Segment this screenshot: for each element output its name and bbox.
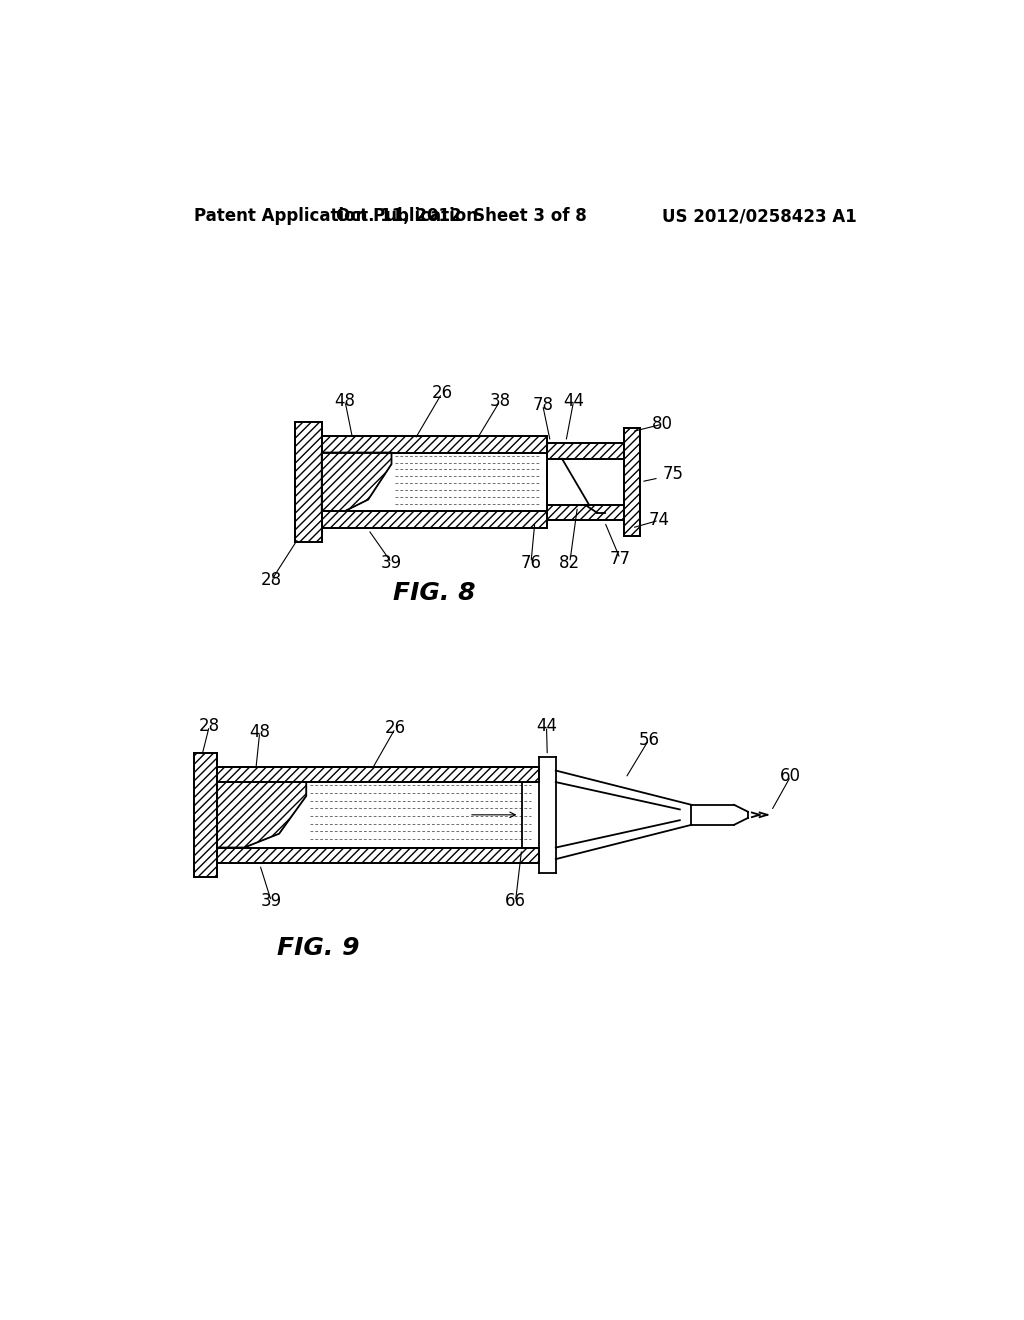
Text: Patent Application Publication: Patent Application Publication	[194, 207, 478, 226]
Text: FIG. 8: FIG. 8	[393, 581, 475, 606]
Text: US 2012/0258423 A1: US 2012/0258423 A1	[662, 207, 856, 226]
Bar	[322, 436, 547, 453]
Text: 56: 56	[638, 731, 659, 748]
Bar	[217, 847, 539, 863]
Text: Oct. 11, 2012  Sheet 3 of 8: Oct. 11, 2012 Sheet 3 of 8	[336, 207, 587, 226]
Bar	[547, 444, 624, 459]
Text: 28: 28	[261, 572, 282, 589]
Text: 44: 44	[563, 392, 584, 411]
Text: 75: 75	[663, 465, 684, 483]
Text: 78: 78	[532, 396, 553, 413]
Text: 44: 44	[536, 717, 557, 735]
Bar	[624, 428, 640, 536]
Text: 82: 82	[559, 553, 581, 572]
Text: 48: 48	[249, 723, 270, 741]
Text: 76: 76	[520, 553, 542, 572]
Polygon shape	[217, 781, 306, 847]
Text: 39: 39	[381, 553, 402, 572]
Text: 48: 48	[335, 392, 355, 411]
Text: 39: 39	[261, 892, 282, 911]
Bar	[322, 511, 547, 528]
Polygon shape	[322, 453, 391, 511]
Text: 26: 26	[431, 384, 453, 403]
Text: 60: 60	[780, 767, 801, 785]
Text: 28: 28	[199, 717, 220, 735]
Bar	[194, 752, 217, 876]
Bar	[547, 506, 624, 520]
Bar	[217, 767, 539, 781]
Bar	[295, 422, 322, 541]
Text: 38: 38	[489, 392, 511, 411]
Text: FIG. 9: FIG. 9	[276, 936, 359, 960]
Text: 74: 74	[648, 511, 670, 529]
Text: 80: 80	[652, 414, 673, 433]
Text: 66: 66	[505, 892, 526, 911]
Text: 26: 26	[385, 719, 406, 737]
Text: 77: 77	[609, 550, 631, 568]
